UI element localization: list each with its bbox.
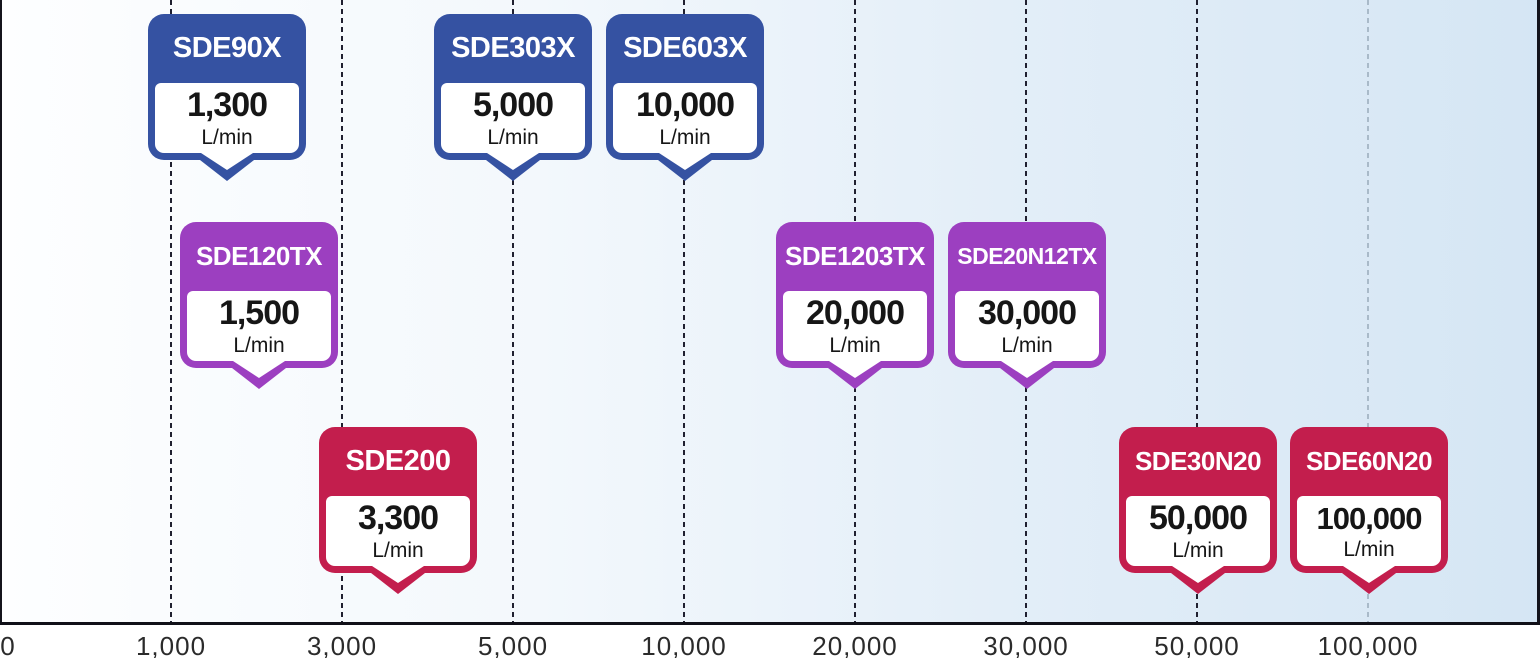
plot-area: SDE90X 1,300 L/min SDE303X 5,000 L/min S… <box>0 0 1540 622</box>
flow-value: 20,000 <box>806 294 905 332</box>
gridline-1000 <box>170 0 172 622</box>
flow-panel: 50,000 L/min <box>1126 496 1270 566</box>
flow-panel: 1,300 L/min <box>155 83 299 153</box>
flow-value: 3,300 <box>357 499 439 537</box>
flow-value: 5,000 <box>472 86 554 124</box>
plot-left-border <box>0 0 2 622</box>
tick-label-30000: 30,000 <box>983 631 1069 658</box>
flow-unit: L/min <box>233 334 285 357</box>
tick-label-10000: 10,000 <box>641 631 727 658</box>
product-model-label: SDE200 <box>345 445 451 477</box>
product-model-label: SDE303X <box>451 32 575 64</box>
flow-unit: L/min <box>829 334 881 357</box>
tick-label-100000: 100,000 <box>1317 631 1419 658</box>
flow-panel: 10,000 L/min <box>613 83 757 153</box>
tick-label-0: 0 <box>0 631 16 658</box>
gridline-10000 <box>683 0 685 622</box>
flow-panel: 30,000 L/min <box>955 291 1099 361</box>
flow-value: 30,000 <box>978 294 1077 332</box>
flow-value: 50,000 <box>1149 499 1248 537</box>
product-badge-sde303x: SDE303X 5,000 L/min <box>434 14 592 181</box>
plot-right-border <box>1537 0 1540 622</box>
flow-value: 10,000 <box>636 86 735 124</box>
product-badge-sde90x: SDE90X 1,300 L/min <box>148 14 306 181</box>
product-badge-sde200: SDE200 3,300 L/min <box>319 427 477 594</box>
flow-unit: L/min <box>372 539 424 562</box>
product-model-label: SDE603X <box>623 32 747 64</box>
badge-pointer-tail <box>362 566 434 594</box>
product-badge-sde603x: SDE603X 10,000 L/min <box>606 14 764 181</box>
badge-pointer-tail <box>819 361 891 389</box>
tick-label-3000: 3,000 <box>306 631 378 658</box>
product-badge-sde120tx: SDE120TX 1,500 L/min <box>180 222 338 389</box>
tick-label-1000: 1,000 <box>135 631 207 658</box>
gridline-3000 <box>341 0 343 622</box>
product-model-label: SDE60N20 <box>1305 446 1433 476</box>
flow-unit: L/min <box>1343 537 1395 561</box>
badge-pointer-tail <box>223 361 295 389</box>
product-badge-sde20n12tx: SDE20N12TX 30,000 L/min <box>948 222 1106 389</box>
product-badge-sde1203tx: SDE1203TX 20,000 L/min <box>776 222 934 389</box>
flow-panel: 1,500 L/min <box>187 291 331 361</box>
product-badge-sde30n20: SDE30N20 50,000 L/min <box>1119 427 1277 594</box>
product-badge-sde60n20: SDE60N20 100,000 L/min <box>1290 427 1448 594</box>
product-model-label: SDE30N20 <box>1134 446 1262 476</box>
tick-label-50000: 50,000 <box>1154 631 1240 658</box>
flow-unit: L/min <box>659 126 711 149</box>
product-model-label: SDE20N12TX <box>957 243 1097 269</box>
tick-label-5000: 5,000 <box>477 631 549 658</box>
flow-value: 1,300 <box>186 86 268 124</box>
badge-pointer-tail <box>991 361 1063 389</box>
tick-label-20000: 20,000 <box>812 631 898 658</box>
product-model-label: SDE120TX <box>195 241 323 271</box>
badge-pointer-tail <box>649 153 721 181</box>
product-model-label: SDE1203TX <box>784 241 926 271</box>
flow-unit: L/min <box>1172 539 1224 562</box>
gridline-5000 <box>512 0 514 622</box>
badge-pointer-tail <box>1162 566 1234 594</box>
badge-pointer-tail <box>477 153 549 181</box>
flow-panel: 20,000 L/min <box>783 291 927 361</box>
x-axis-line <box>0 622 1540 625</box>
flow-panel: 5,000 L/min <box>441 83 585 153</box>
flow-panel: 100,000 L/min <box>1297 496 1441 566</box>
flow-value: 100,000 <box>1316 500 1422 536</box>
flow-unit: L/min <box>1001 334 1053 357</box>
badge-pointer-tail <box>1333 566 1405 594</box>
product-model-label: SDE90X <box>172 32 282 64</box>
flow-unit: L/min <box>487 126 539 149</box>
flow-value: 1,500 <box>218 294 300 332</box>
flow-panel: 3,300 L/min <box>326 496 470 566</box>
flow-unit: L/min <box>201 126 253 149</box>
badge-pointer-tail <box>191 153 263 181</box>
gridline-50000 <box>1196 0 1198 622</box>
gridline-100000 <box>1367 0 1369 622</box>
